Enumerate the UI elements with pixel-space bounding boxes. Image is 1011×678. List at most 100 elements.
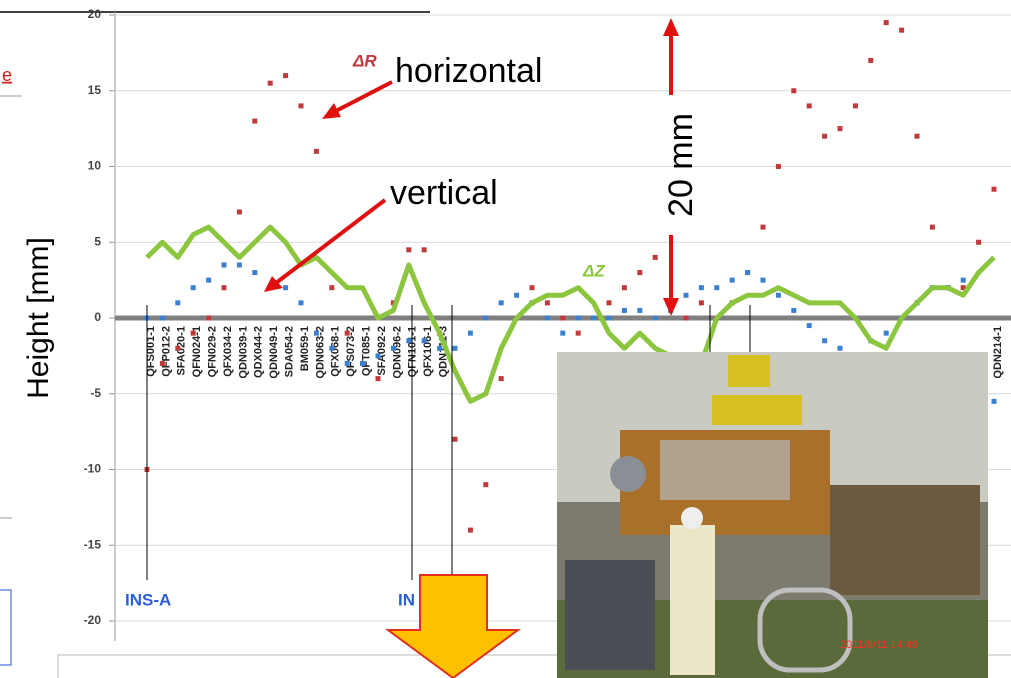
data-point — [992, 399, 997, 404]
annotation: vertical — [390, 174, 498, 212]
annotation: IN — [398, 590, 415, 609]
data-point — [283, 73, 288, 78]
data-point — [637, 308, 642, 313]
data-point — [699, 285, 704, 290]
data-point — [422, 247, 427, 252]
y-tick-label: -15 — [84, 537, 102, 551]
data-point — [206, 278, 211, 283]
data-point — [468, 331, 473, 336]
data-point — [453, 437, 458, 442]
data-point — [791, 308, 796, 313]
x-tick-label: QFN029-2 — [207, 326, 219, 377]
data-point — [329, 346, 334, 351]
data-point — [345, 361, 350, 366]
arrow-head — [663, 298, 679, 316]
data-point — [761, 225, 766, 230]
x-tick-label: QFP012-2 — [160, 326, 172, 377]
data-point — [314, 149, 319, 154]
data-point — [976, 240, 981, 245]
data-point — [175, 300, 180, 305]
data-point — [530, 285, 535, 290]
data-point — [252, 270, 257, 275]
x-tick-label: SDA054-2 — [284, 326, 296, 377]
data-point — [437, 346, 442, 351]
data-point — [807, 323, 812, 328]
data-point — [191, 285, 196, 290]
data-point — [822, 338, 827, 343]
x-tick-label: QDN096-2 — [391, 326, 403, 379]
data-point — [360, 361, 365, 366]
data-point — [822, 134, 827, 139]
photo-pipes — [660, 440, 790, 500]
data-point — [684, 293, 689, 298]
left-box — [0, 590, 11, 665]
data-point — [745, 270, 750, 275]
series-label: ΔR — [352, 51, 377, 70]
data-point — [884, 20, 889, 25]
data-point — [915, 134, 920, 139]
photo-person — [670, 525, 715, 675]
x-tick-label: QDN214-1 — [992, 326, 1004, 379]
data-point — [499, 376, 504, 381]
data-point — [930, 225, 935, 230]
data-point — [483, 482, 488, 487]
data-point — [376, 376, 381, 381]
data-point — [376, 353, 381, 358]
data-point — [684, 316, 689, 321]
data-point — [545, 316, 550, 321]
data-point — [545, 300, 550, 305]
data-point — [514, 293, 519, 298]
data-point — [468, 528, 473, 533]
data-point — [761, 278, 766, 283]
data-point — [160, 361, 165, 366]
data-point — [483, 316, 488, 321]
data-point — [899, 28, 904, 33]
data-point — [807, 103, 812, 108]
x-tick-label: BM059-1 — [299, 326, 311, 371]
data-point — [576, 316, 581, 321]
annotation: INS-A — [125, 590, 171, 609]
data-point — [191, 331, 196, 336]
data-point — [622, 308, 627, 313]
data-point — [345, 331, 350, 336]
data-point — [699, 300, 704, 305]
photo-person — [681, 507, 703, 529]
x-tick-label: QFN101-1 — [407, 326, 419, 377]
data-point — [222, 285, 227, 290]
data-point — [576, 331, 581, 336]
data-point — [406, 247, 411, 252]
series-label: ΔZ — [582, 261, 605, 280]
data-point — [884, 331, 889, 336]
data-point — [175, 346, 180, 351]
data-point — [637, 270, 642, 275]
data-point — [268, 81, 273, 86]
data-point — [237, 262, 242, 267]
data-point — [868, 58, 873, 63]
x-tick-label: QDX044-2 — [253, 326, 265, 378]
data-point — [714, 285, 719, 290]
photo-flange — [610, 456, 646, 492]
arrow-line — [332, 82, 392, 113]
photo-crane — [712, 395, 802, 425]
data-point — [560, 316, 565, 321]
data-point — [653, 316, 658, 321]
data-point — [776, 293, 781, 298]
data-point — [730, 278, 735, 283]
data-point — [453, 346, 458, 351]
photo-timestamp: 2011/8/11 14:49 — [840, 639, 918, 651]
slide: e Height [mm] -20-15-10-505101520QFS001-… — [0, 0, 1011, 678]
left-link: e — [2, 65, 12, 85]
y-tick-label: 5 — [94, 234, 101, 248]
data-point — [560, 331, 565, 336]
y-tick-label: -5 — [90, 386, 101, 400]
x-tick-label: SFA092-2 — [376, 326, 388, 376]
data-point — [838, 126, 843, 131]
data-point — [992, 187, 997, 192]
data-point — [607, 300, 612, 305]
data-point — [160, 316, 165, 321]
data-point — [252, 119, 257, 124]
data-point — [591, 316, 596, 321]
y-tick-label: 0 — [94, 310, 101, 324]
data-point — [283, 285, 288, 290]
arrow-head — [663, 18, 679, 36]
